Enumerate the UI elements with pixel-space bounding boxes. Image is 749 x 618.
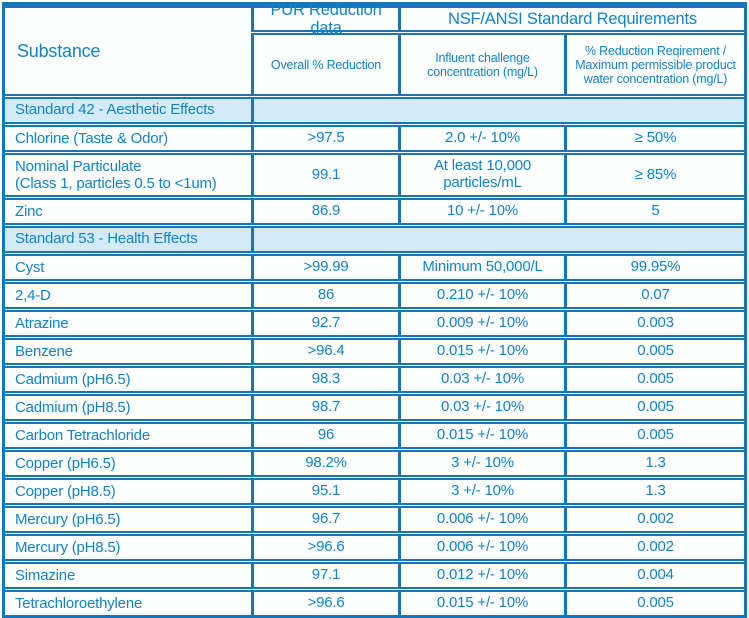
influent-cell: 0.009 +/- 10% <box>398 312 564 335</box>
overall-reduction-cell: 97.1 <box>251 564 398 587</box>
overall-reduction-cell: 86.9 <box>251 200 398 223</box>
substance-column-header: Substance <box>5 8 251 96</box>
substance-cell: Cyst <box>15 258 45 276</box>
table-row: Simazine 97.1 0.012 +/- 10% 0.004 <box>5 562 744 589</box>
requirement-cell: 1.3 <box>564 480 744 503</box>
overall-reduction-cell: 92.7 <box>251 312 398 335</box>
section-header-row: Standard 42 - Aesthetic Effects <box>5 97 744 124</box>
section-header-filler <box>251 99 744 122</box>
requirement-cell: 0.005 <box>564 340 744 363</box>
influent-cell: 0.006 +/- 10% <box>398 536 564 559</box>
influent-cell: 3 +/- 10% <box>398 480 564 503</box>
section-header-filler <box>251 228 744 251</box>
requirement-cell: 1.3 <box>564 452 744 475</box>
substance-cell: Copper (pH6.5) <box>15 454 116 472</box>
table-row: Mercury (pH6.5) 96.7 0.006 +/- 10% 0.002 <box>5 506 744 533</box>
influent-cell: 0.006 +/- 10% <box>398 508 564 531</box>
requirement-cell: ≥ 85% <box>564 155 744 195</box>
requirement-cell: 0.005 <box>564 424 744 447</box>
influent-cell: 0.015 +/- 10% <box>398 340 564 363</box>
overall-reduction-cell: >96.6 <box>251 536 398 559</box>
overall-reduction-cell: 98.7 <box>251 396 398 419</box>
requirement-cell: 0.004 <box>564 564 744 587</box>
overall-reduction-cell: 99.1 <box>251 155 398 195</box>
table-row: Chlorine (Taste & Odor) >97.5 2.0 +/- 10… <box>5 125 744 152</box>
substance-cell: Atrazine <box>15 314 69 332</box>
influent-cell: 0.210 +/- 10% <box>398 284 564 307</box>
influent-cell: 0.03 +/- 10% <box>398 368 564 391</box>
section-title: Standard 42 - Aesthetic Effects <box>15 101 215 119</box>
substance-cell: Tetrachloroethylene <box>15 594 143 612</box>
reduction-requirement-column-header: % Reduction Reqirement / Maximum permiss… <box>564 33 744 96</box>
requirement-cell: ≥ 50% <box>564 127 744 150</box>
overall-reduction-cell: 98.3 <box>251 368 398 391</box>
influent-cell: 0.012 +/- 10% <box>398 564 564 587</box>
table-row: Cadmium (pH8.5) 98.7 0.03 +/- 10% 0.005 <box>5 394 744 421</box>
substance-cell: 2,4-D <box>15 286 51 304</box>
table-row: Cadmium (pH6.5) 98.3 0.03 +/- 10% 0.005 <box>5 366 744 393</box>
table-row: Mercury (pH8.5) >96.6 0.006 +/- 10% 0.00… <box>5 534 744 561</box>
requirement-cell: 0.002 <box>564 536 744 559</box>
requirement-cell: 0.002 <box>564 508 744 531</box>
influent-cell: 10 +/- 10% <box>398 200 564 223</box>
table-row: Cyst >99.99 Minimum 50,000/L 99.95% <box>5 254 744 281</box>
overall-reduction-column-header: Overall % Reduction <box>251 33 398 96</box>
section-title: Standard 53 - Health Effects <box>15 230 198 248</box>
overall-reduction-cell: 95.1 <box>251 480 398 503</box>
requirement-cell: 99.95% <box>564 256 744 279</box>
table-row: Carbon Tetrachloride 96 0.015 +/- 10% 0.… <box>5 422 744 449</box>
table-row: Atrazine 92.7 0.009 +/- 10% 0.003 <box>5 310 744 337</box>
influent-cell: 3 +/- 10% <box>398 452 564 475</box>
substance-cell: Zinc <box>15 202 43 220</box>
substance-cell: Cadmium (pH6.5) <box>15 370 131 388</box>
overall-reduction-cell: >99.99 <box>251 256 398 279</box>
table-row: Benzene >96.4 0.015 +/- 10% 0.005 <box>5 338 744 365</box>
overall-reduction-cell: >96.6 <box>251 592 398 615</box>
requirement-cell: 0.005 <box>564 592 744 615</box>
influent-cell: 2.0 +/- 10% <box>398 127 564 150</box>
pur-reduction-group-header: PUR Reduction data <box>251 1 398 37</box>
influent-cell: 0.015 +/- 10% <box>398 424 564 447</box>
requirement-cell: 0.003 <box>564 312 744 335</box>
overall-reduction-cell: 96.7 <box>251 508 398 531</box>
substance-cell: Nominal Particulate (Class 1, particles … <box>15 157 217 192</box>
table-row: Copper (pH6.5) 98.2% 3 +/- 10% 1.3 <box>5 450 744 477</box>
requirement-cell: 0.005 <box>564 396 744 419</box>
requirement-cell: 0.005 <box>564 368 744 391</box>
influent-cell: Minimum 50,000/L <box>398 256 564 279</box>
substance-cell: Benzene <box>15 342 73 360</box>
overall-reduction-cell: 96 <box>251 424 398 447</box>
influent-cell: 0.015 +/- 10% <box>398 592 564 615</box>
overall-reduction-cell: 98.2% <box>251 452 398 475</box>
table-row: Tetrachloroethylene >96.6 0.015 +/- 10% … <box>5 590 744 617</box>
table-row: Nominal Particulate (Class 1, particles … <box>5 153 744 197</box>
overall-reduction-cell: >97.5 <box>251 127 398 150</box>
section-header-row: Standard 53 - Health Effects <box>5 226 744 253</box>
nsf-ansi-group-header: NSF/ANSI Standard Requirements <box>398 8 744 32</box>
substance-cell: Chlorine (Taste & Odor) <box>15 129 168 147</box>
influent-cell: At least 10,000 particles/mL <box>398 155 564 195</box>
table-row: 2,4-D 86 0.210 +/- 10% 0.07 <box>5 282 744 309</box>
table-header: Substance PUR Reduction data NSF/ANSI St… <box>5 1 744 96</box>
requirement-cell: 5 <box>564 200 744 223</box>
table-row: Zinc 86.9 10 +/- 10% 5 <box>5 198 744 225</box>
overall-reduction-cell: >96.4 <box>251 340 398 363</box>
substance-cell: Cadmium (pH8.5) <box>15 398 131 416</box>
substance-cell: Mercury (pH6.5) <box>15 510 121 528</box>
influent-cell: 0.03 +/- 10% <box>398 396 564 419</box>
influent-concentration-column-header: Influent challenge concentration (mg/L) <box>398 33 564 96</box>
table-row: Copper (pH8.5) 95.1 3 +/- 10% 1.3 <box>5 478 744 505</box>
substance-cell: Carbon Tetrachloride <box>15 426 150 444</box>
substance-cell: Simazine <box>15 566 76 584</box>
substance-cell: Mercury (pH8.5) <box>15 538 121 556</box>
substance-cell: Copper (pH8.5) <box>15 482 116 500</box>
requirement-cell: 0.07 <box>564 284 744 307</box>
overall-reduction-cell: 86 <box>251 284 398 307</box>
